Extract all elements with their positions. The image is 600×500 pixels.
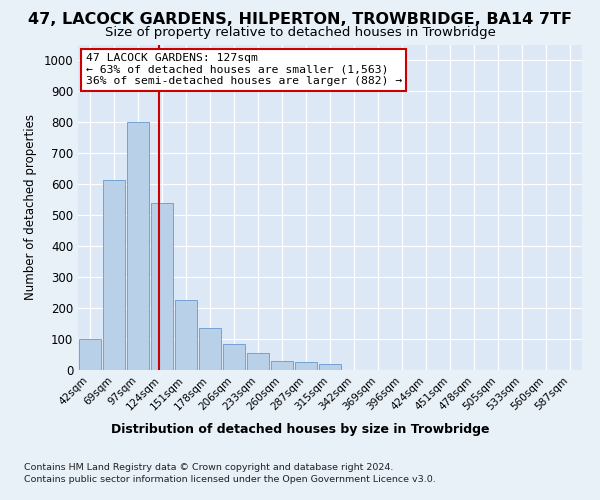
Bar — [223, 344, 245, 370]
Bar — [319, 364, 341, 370]
Bar — [151, 203, 173, 370]
Text: 47, LACOCK GARDENS, HILPERTON, TROWBRIDGE, BA14 7TF: 47, LACOCK GARDENS, HILPERTON, TROWBRIDG… — [28, 12, 572, 28]
Text: Size of property relative to detached houses in Trowbridge: Size of property relative to detached ho… — [104, 26, 496, 39]
Bar — [247, 353, 269, 370]
Y-axis label: Number of detached properties: Number of detached properties — [23, 114, 37, 300]
Text: 47 LACOCK GARDENS: 127sqm
← 63% of detached houses are smaller (1,563)
36% of se: 47 LACOCK GARDENS: 127sqm ← 63% of detac… — [86, 53, 402, 86]
Text: Contains public sector information licensed under the Open Government Licence v3: Contains public sector information licen… — [24, 475, 436, 484]
Bar — [79, 339, 101, 370]
Bar — [199, 328, 221, 370]
Bar — [295, 362, 317, 370]
Bar — [127, 122, 149, 370]
Bar — [103, 180, 125, 370]
Bar — [271, 360, 293, 370]
Text: Contains HM Land Registry data © Crown copyright and database right 2024.: Contains HM Land Registry data © Crown c… — [24, 462, 394, 471]
Text: Distribution of detached houses by size in Trowbridge: Distribution of detached houses by size … — [111, 422, 489, 436]
Bar — [175, 300, 197, 370]
